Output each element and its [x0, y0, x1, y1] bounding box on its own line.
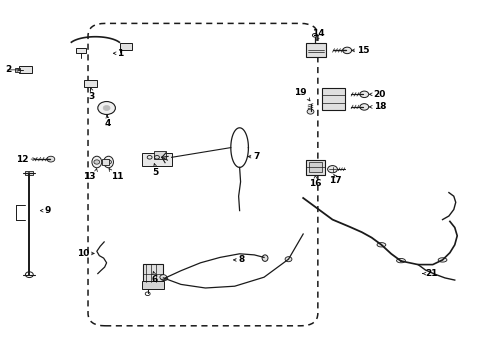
Text: 10: 10 [77, 249, 89, 258]
Bar [19, 66, 32, 73]
Circle shape [47, 156, 55, 162]
Circle shape [327, 166, 337, 173]
Bar [305, 43, 325, 57]
Text: 3: 3 [89, 92, 95, 101]
Circle shape [359, 104, 368, 110]
Text: 1: 1 [117, 49, 123, 58]
Circle shape [359, 91, 368, 98]
Bar [305, 160, 325, 175]
Text: 8: 8 [238, 256, 244, 264]
Ellipse shape [103, 156, 113, 168]
Text: 5: 5 [152, 168, 158, 177]
Text: 21: 21 [425, 269, 437, 278]
Text: 2: 2 [5, 65, 11, 74]
Circle shape [160, 275, 166, 280]
Circle shape [103, 105, 110, 111]
Text: 9: 9 [44, 206, 50, 215]
Circle shape [285, 257, 291, 262]
Text: 18: 18 [373, 102, 386, 112]
Bar [15, 68, 20, 72]
Bar [142, 281, 164, 289]
Text: 7: 7 [253, 152, 259, 161]
Text: 14: 14 [311, 29, 324, 38]
Circle shape [94, 160, 100, 164]
Ellipse shape [437, 258, 446, 262]
Text: 17: 17 [328, 176, 341, 185]
Text: 4: 4 [104, 119, 111, 128]
Bar [102, 159, 108, 165]
Text: 19: 19 [294, 88, 306, 97]
Text: 16: 16 [308, 179, 321, 188]
Circle shape [306, 109, 313, 114]
Bar [84, 80, 97, 87]
Text: 6: 6 [151, 275, 157, 284]
Ellipse shape [376, 243, 385, 247]
Ellipse shape [262, 255, 267, 261]
Text: 15: 15 [356, 46, 369, 55]
Text: 11: 11 [111, 172, 124, 181]
Bar [321, 88, 345, 110]
Bar [308, 162, 322, 172]
Text: 13: 13 [83, 172, 96, 181]
Text: 12: 12 [16, 154, 28, 163]
Ellipse shape [396, 258, 405, 263]
Ellipse shape [92, 156, 102, 168]
Bar [153, 151, 165, 159]
Bar [25, 171, 33, 175]
Bar [76, 48, 85, 53]
Bar [142, 264, 163, 282]
Ellipse shape [161, 277, 167, 280]
Circle shape [105, 160, 111, 164]
Bar [142, 153, 171, 166]
Circle shape [98, 102, 115, 114]
Bar [120, 43, 132, 50]
Text: 20: 20 [373, 90, 385, 99]
Circle shape [342, 47, 351, 54]
